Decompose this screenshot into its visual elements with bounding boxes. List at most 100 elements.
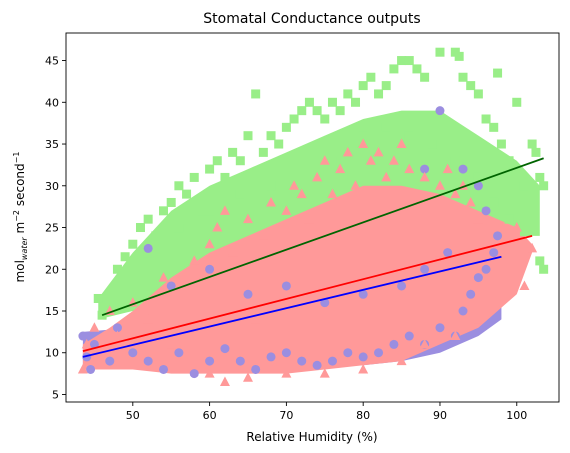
scatter-point — [235, 356, 245, 366]
scatter-point — [358, 363, 369, 374]
scatter-point — [120, 252, 130, 262]
scatter-point — [297, 356, 307, 366]
scatter-point — [358, 352, 368, 362]
scatter-point — [228, 147, 238, 157]
scatter-point — [258, 147, 268, 157]
scatter-point — [174, 181, 184, 191]
scatter-point — [434, 247, 445, 257]
scatter-point — [435, 47, 445, 57]
y-tick-label: 35 — [45, 138, 59, 151]
scatter-point — [127, 359, 138, 370]
scatter-point — [327, 188, 338, 199]
scatter-point — [220, 344, 230, 354]
y-tick-label: 30 — [45, 180, 59, 193]
scatter-point — [519, 227, 529, 237]
scatter-point — [481, 114, 491, 124]
scatter-point — [404, 263, 415, 274]
y-axis-ticks: 5 10 15 20 25 30 35 40 45 — [45, 55, 66, 401]
scatter-point — [504, 214, 514, 224]
y-tick-label: 25 — [45, 222, 59, 235]
scatter-point — [166, 338, 177, 349]
scatter-point — [473, 213, 484, 224]
scatter-point — [312, 106, 322, 116]
scatter-point — [135, 223, 145, 233]
scatter-point — [466, 289, 476, 299]
scatter-point — [365, 155, 376, 165]
scatter-point — [105, 356, 115, 366]
scatter-point — [335, 106, 345, 116]
scatter-point — [158, 272, 169, 282]
x-tick-label: 100 — [506, 409, 527, 422]
scatter-point — [235, 156, 245, 166]
series-2-density — [82, 185, 533, 374]
scatter-point — [189, 255, 200, 265]
scatter-point — [519, 280, 530, 290]
scatter-point — [205, 356, 215, 366]
y-tick-label: 15 — [45, 305, 59, 318]
scatter-point — [466, 81, 476, 91]
scatter-point — [450, 156, 460, 166]
scatter-point — [496, 139, 506, 149]
scatter-point — [443, 248, 453, 258]
scatter-point — [166, 281, 176, 291]
scatter-point — [93, 293, 103, 303]
scatter-point — [450, 188, 461, 199]
scatter-point — [327, 156, 337, 166]
scatter-point — [358, 131, 368, 141]
scatter-point — [266, 181, 276, 191]
y-label-subscript: water — [20, 237, 29, 261]
scatter-point — [204, 368, 215, 378]
scatter-point — [281, 348, 291, 358]
scatter-point — [493, 231, 503, 241]
scatter-point — [489, 197, 499, 207]
scatter-point — [381, 122, 391, 132]
scatter-point — [243, 131, 253, 141]
scatter-point — [535, 172, 545, 182]
scatter-point — [327, 356, 337, 366]
scatter-point — [473, 313, 484, 324]
scatter-point — [419, 338, 430, 349]
scatter-point — [481, 264, 491, 274]
scatter-point — [420, 164, 430, 174]
scatter-point — [504, 156, 514, 166]
scatter-point — [312, 171, 323, 182]
scatter-point — [527, 139, 537, 149]
scatter-point — [281, 122, 291, 132]
fit-line — [101, 157, 544, 317]
scatter-point — [397, 281, 407, 291]
scatter-points-layer — [77, 47, 549, 386]
scatter-point — [159, 364, 169, 374]
scatter-point — [128, 348, 138, 358]
scatter-point — [496, 288, 507, 299]
scatter-point — [427, 139, 437, 149]
scatter-point — [389, 64, 399, 74]
scatter-point — [266, 352, 276, 362]
scatter-point — [235, 189, 245, 199]
scatter-point — [343, 348, 353, 358]
scatter-point — [327, 97, 337, 107]
scatter-point — [182, 189, 192, 199]
scatter-point — [212, 222, 223, 232]
scatter-point — [197, 206, 207, 216]
scatter-point — [397, 56, 407, 66]
scatter-point — [251, 89, 261, 99]
scatter-point — [296, 330, 307, 341]
scatter-point — [112, 264, 122, 274]
scatter-point — [481, 206, 491, 216]
scatter-point — [419, 171, 430, 182]
y-label-unit2: second — [13, 163, 27, 210]
x-tick-label: 70 — [279, 409, 293, 422]
scatter-point — [473, 89, 483, 99]
scatter-point — [174, 348, 184, 358]
y-label-sup2: −1 — [12, 152, 21, 164]
scatter-point — [258, 230, 269, 240]
y-tick-label: 10 — [45, 347, 59, 360]
scatter-point — [458, 164, 468, 174]
scatter-point — [396, 138, 407, 149]
scatter-point — [404, 331, 414, 341]
chart-title: Stomatal Conductance outputs — [203, 11, 420, 27]
scatter-point — [251, 364, 261, 374]
scatter-point — [404, 163, 415, 174]
scatter-point — [235, 263, 246, 274]
scatter-point — [343, 89, 353, 99]
